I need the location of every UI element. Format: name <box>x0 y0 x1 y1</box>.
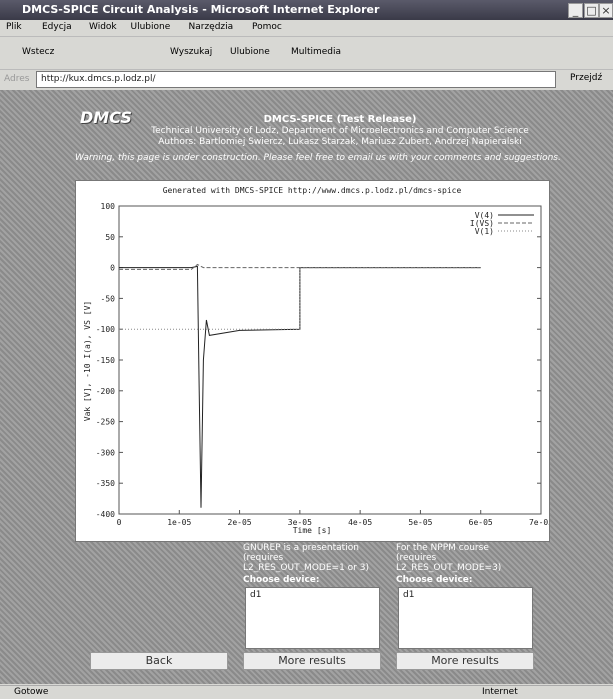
toolbar-button[interactable]: Wyszukaj <box>170 47 212 57</box>
y-axis-label: Vak [V], -10 I(a), VS [V] <box>83 301 92 421</box>
address-label: Adres <box>4 74 29 84</box>
plot-title: Generated with DMCS-SPICE http://www.dmc… <box>163 186 462 195</box>
more-results-button[interactable]: More results <box>396 652 534 670</box>
address-bar: Adres http://kux.dmcs.p.lodz.pl/ Przejdź <box>0 70 613 89</box>
status-text: Gotowe <box>14 687 48 697</box>
device-list[interactable]: d1 <box>398 587 533 649</box>
menu-item[interactable]: Widok <box>89 22 117 32</box>
page-title: DMCS-SPICE (Test Release) <box>150 114 530 125</box>
toolbar-button[interactable]: Wstecz <box>22 47 54 57</box>
close-button[interactable]: × <box>599 3 613 18</box>
x-axis-label: Time [s] <box>293 526 332 535</box>
back-button[interactable]: Back <box>90 652 228 670</box>
x-tick-label: 6e-05 <box>469 518 493 527</box>
status-bar: Gotowe Internet <box>0 685 613 699</box>
header-line: Technical University of Lodz, Department… <box>150 126 530 136</box>
y-tick-label: -200 <box>96 387 115 396</box>
panel-text: L2_RES_OUT_MODE=3) <box>396 563 501 573</box>
y-tick-label: -400 <box>96 510 115 519</box>
y-tick-label: -50 <box>101 294 116 303</box>
x-tick-label: 1e-05 <box>167 518 191 527</box>
panel-text: L2_RES_OUT_MODE=1 or 3) <box>243 563 369 573</box>
y-tick-label: -150 <box>96 356 115 365</box>
x-tick-label: 2e-05 <box>228 518 252 527</box>
y-tick-label: 0 <box>110 264 115 273</box>
menu-bar: Plik Edycja Widok Ulubione Narzędzia Pomoc <box>0 20 613 37</box>
maximize-button[interactable]: □ <box>584 3 599 18</box>
device-option[interactable]: d1 <box>403 590 528 600</box>
toolbar: Wstecz Wyszukaj Ulubione Multimedia <box>0 37 613 70</box>
legend-label: V(1) <box>475 227 494 236</box>
menu-item[interactable]: Plik <box>6 22 22 32</box>
menu-item[interactable]: Edycja <box>42 22 72 32</box>
y-tick-label: 100 <box>101 202 116 211</box>
panel-label: Choose device: <box>243 575 320 585</box>
x-tick-label: 0 <box>117 518 122 527</box>
plot: Generated with DMCS-SPICE http://www.dmc… <box>75 180 550 542</box>
header-line: Authors: Bartlomiej Swiercz, Lukasz Star… <box>150 137 530 147</box>
y-tick-label: -350 <box>96 479 115 488</box>
device-list[interactable]: d1 <box>245 587 380 649</box>
x-tick-label: 3e-05 <box>288 518 312 527</box>
y-tick-label: 50 <box>105 233 115 242</box>
panel-text: (requires <box>243 553 283 563</box>
plot-frame <box>119 206 541 514</box>
security-zone: Internet <box>482 687 518 697</box>
minimize-button[interactable]: _ <box>568 3 583 18</box>
logo: DMCS <box>80 108 132 127</box>
panel-label: Choose device: <box>396 575 473 585</box>
toolbar-button[interactable]: Multimedia <box>291 47 341 57</box>
x-tick-label: 4e-05 <box>348 518 372 527</box>
x-tick-label: 7e-05 <box>529 518 550 527</box>
y-tick-label: -250 <box>96 418 115 427</box>
go-button[interactable]: Przejdź <box>570 73 602 83</box>
address-field[interactable]: http://kux.dmcs.p.lodz.pl/ <box>36 71 556 88</box>
warning: Warning, this page is under construction… <box>75 153 545 163</box>
menu-item[interactable]: Narzędzia <box>189 22 234 32</box>
y-tick-label: -100 <box>96 325 115 334</box>
y-tick-label: -300 <box>96 448 115 457</box>
browser-window: DMCS-SPICE Circuit Analysis - Microsoft … <box>0 0 613 698</box>
page-content: DMCS DMCS-SPICE (Test Release) Technical… <box>0 90 613 684</box>
toolbar-button[interactable]: Ulubione <box>230 47 270 57</box>
menu-item[interactable]: Pomoc <box>252 22 282 32</box>
title-bar: DMCS-SPICE Circuit Analysis - Microsoft … <box>0 0 613 20</box>
panel-text: (requires <box>396 553 436 563</box>
panel-text: GNUREP is a presentation <box>243 543 359 553</box>
panel-text: For the NPPM course <box>396 543 489 553</box>
more-results-button[interactable]: More results <box>243 652 381 670</box>
menu-item[interactable]: Ulubione <box>131 22 171 32</box>
x-tick-label: 5e-05 <box>408 518 432 527</box>
window-title: DMCS-SPICE Circuit Analysis - Microsoft … <box>22 3 379 16</box>
device-option[interactable]: d1 <box>250 590 375 600</box>
